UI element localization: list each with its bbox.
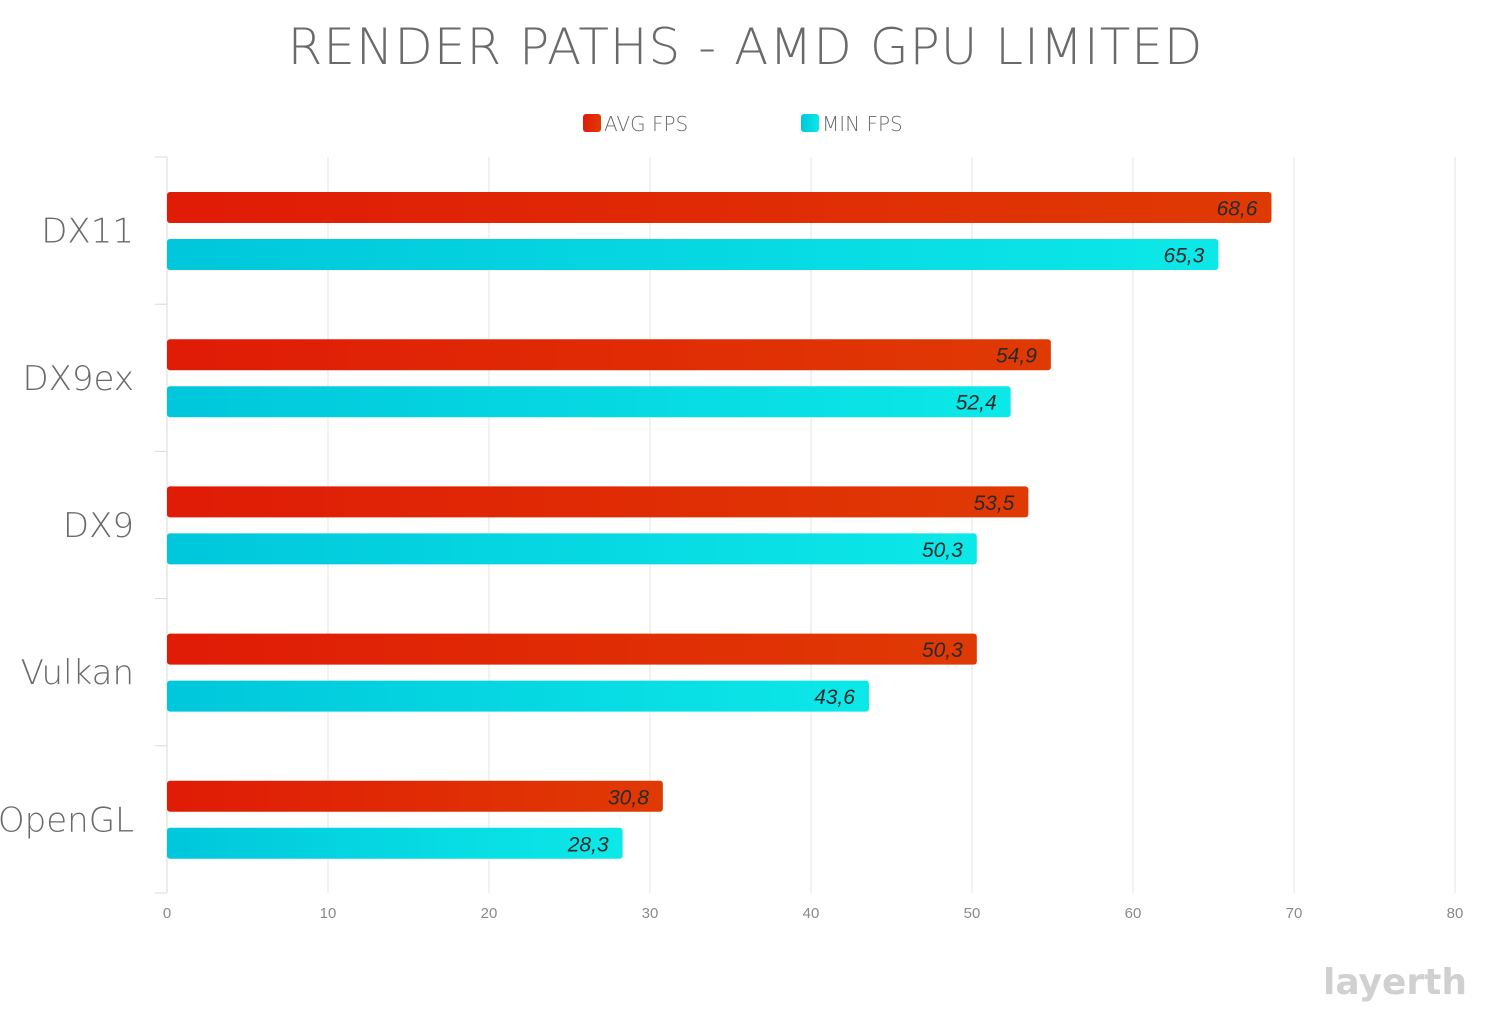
- x-tick-label: 10: [320, 905, 337, 922]
- chart-title: RENDER PATHS - AMD GPU LIMITED: [287, 18, 1204, 76]
- data-label: 54,9: [996, 345, 1037, 368]
- data-label: 52,4: [956, 392, 997, 415]
- data-label: 53,5: [973, 492, 1014, 515]
- data-label: 68,6: [1217, 198, 1258, 221]
- x-tick-label: 20: [481, 905, 498, 922]
- data-label: 50,3: [922, 639, 963, 662]
- grid-lines: 0 10 20 30 40 50 60 70 80: [163, 157, 1464, 922]
- data-label: 30,8: [608, 786, 649, 809]
- bar-min: [167, 533, 977, 565]
- bar-min: [167, 239, 1219, 270]
- data-label: 28,3: [567, 833, 609, 856]
- category-label: DX9ex: [22, 359, 134, 399]
- legend-label: MIN FPS: [822, 112, 903, 136]
- data-labels: 68,6 65,3 54,9 52,4 53,5 50,3 50,3 43,6 30,8 28,3: [567, 198, 1258, 857]
- bar-avg: [167, 339, 1051, 371]
- bar-min: [167, 386, 1011, 418]
- x-tick-label: 40: [803, 905, 820, 922]
- legend: AVG FPS MIN FPS: [583, 112, 903, 136]
- bar-min: [167, 680, 869, 712]
- x-tick-label: 0: [163, 905, 171, 922]
- bars: [167, 192, 1272, 859]
- category-label: DX9: [63, 506, 134, 546]
- bar-min: [167, 827, 623, 859]
- x-tick-label: 70: [1286, 905, 1303, 922]
- x-tick-label: 60: [1125, 905, 1142, 922]
- category-axis: DX11 DX9ex DX9 Vulkan OpenGL: [0, 156, 168, 894]
- category-label: DX11: [41, 212, 134, 252]
- legend-swatch: [583, 114, 601, 132]
- x-tick-label: 80: [1447, 905, 1464, 922]
- x-tick-label: 50: [964, 905, 981, 922]
- legend-label: AVG FPS: [604, 112, 688, 136]
- bar-avg: [167, 486, 1029, 518]
- watermark-logo: layerth: [1323, 962, 1467, 1003]
- data-label: 65,3: [1163, 245, 1204, 268]
- category-label: Vulkan: [21, 653, 134, 693]
- x-tick-label: 30: [642, 905, 659, 922]
- bar-avg: [167, 780, 663, 812]
- legend-swatch: [801, 114, 819, 132]
- category-label: OpenGL: [0, 800, 134, 840]
- data-label: 50,3: [922, 539, 963, 562]
- bar-avg: [167, 192, 1272, 223]
- bar-avg: [167, 633, 977, 665]
- data-label: 43,6: [814, 686, 855, 709]
